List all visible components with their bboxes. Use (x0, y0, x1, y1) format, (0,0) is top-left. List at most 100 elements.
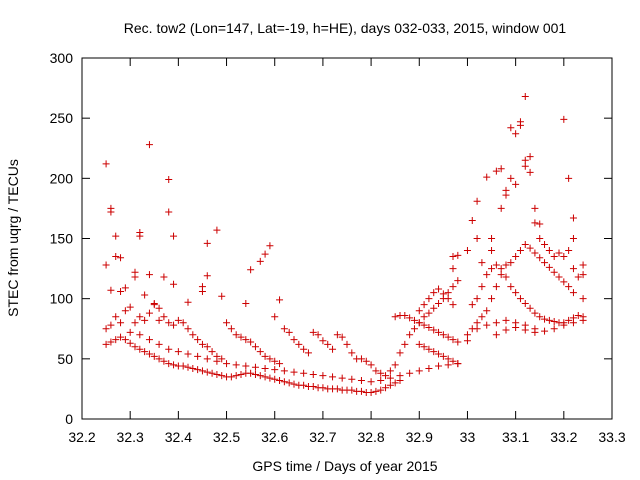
data-point (251, 363, 259, 371)
data-point (112, 336, 120, 344)
x-tick-label: 32.3 (117, 429, 144, 445)
data-point (145, 309, 153, 317)
data-point (198, 367, 206, 375)
data-point (150, 352, 158, 360)
data-point (160, 273, 168, 281)
data-point (502, 326, 510, 334)
data-point (516, 295, 524, 303)
data-point (425, 345, 433, 353)
data-point (444, 361, 452, 369)
data-point (435, 362, 443, 370)
data-point (420, 301, 428, 309)
x-tick-label: 33 (460, 429, 476, 445)
data-point (512, 180, 520, 188)
data-point (333, 385, 341, 393)
data-point (488, 265, 496, 273)
x-axis: 32.2 32.3 32.4 32.5 32.6 32.7 32.8 32.9 33 33.1 33… (68, 58, 626, 445)
data-point (454, 338, 462, 346)
data-point (386, 374, 394, 382)
data-point (560, 115, 568, 123)
data-point (521, 241, 529, 249)
data-point (569, 319, 577, 327)
data-point (468, 301, 476, 309)
data-point (165, 176, 173, 184)
data-point (536, 254, 544, 262)
data-point (579, 295, 587, 303)
data-point (338, 333, 346, 341)
data-point (102, 325, 110, 333)
data-point (343, 340, 351, 348)
data-point (521, 326, 529, 334)
data-point (107, 208, 115, 216)
data-point (213, 226, 221, 234)
data-point (141, 291, 149, 299)
data-point (266, 374, 274, 382)
data-point (454, 277, 462, 285)
data-point (449, 336, 457, 344)
data-point (492, 331, 500, 339)
data-point (121, 284, 129, 292)
x-tick-label: 32.2 (68, 429, 95, 445)
data-point (531, 249, 539, 257)
data-point (261, 373, 269, 381)
y-tick-label: 150 (50, 231, 74, 247)
data-point (117, 333, 125, 341)
data-point (160, 357, 168, 365)
data-point (198, 287, 206, 295)
data-point (232, 331, 240, 339)
data-point (184, 298, 192, 306)
data-point (160, 313, 168, 321)
data-point (396, 349, 404, 357)
data-point (565, 316, 573, 324)
data-point (324, 340, 332, 348)
data-point (319, 372, 327, 380)
data-point (329, 373, 337, 381)
data-point (136, 232, 144, 240)
data-point (512, 324, 520, 332)
data-point (261, 364, 269, 372)
data-point (145, 336, 153, 344)
data-point (507, 259, 515, 267)
data-point (439, 352, 447, 360)
data-point (304, 349, 312, 357)
data-point (242, 362, 250, 370)
data-point (430, 289, 438, 297)
data-point (126, 328, 134, 336)
data-point (569, 235, 577, 242)
data-point (497, 165, 505, 173)
data-point (430, 326, 438, 334)
data-point (136, 313, 144, 321)
data-point (189, 331, 197, 339)
data-point (117, 319, 125, 327)
data-point (102, 261, 110, 269)
data-point (203, 272, 211, 280)
data-point (266, 355, 274, 363)
data-point (276, 360, 284, 368)
data-point (174, 348, 182, 356)
data-point (203, 343, 211, 351)
data-point (141, 348, 149, 356)
data-point (131, 343, 139, 351)
data-point (184, 363, 192, 371)
data-point (170, 361, 178, 369)
data-point (136, 345, 144, 353)
data-point (454, 360, 462, 368)
data-point (526, 304, 534, 312)
data-point (420, 313, 428, 321)
data-point (483, 173, 491, 181)
data-point (223, 319, 231, 327)
data-point (237, 370, 245, 378)
y-tick-label: 300 (50, 50, 74, 66)
data-point (261, 352, 269, 360)
data-point (410, 316, 418, 324)
data-point (112, 313, 120, 321)
data-point (463, 337, 471, 345)
data-point (333, 331, 341, 339)
y-tick-label: 50 (57, 351, 73, 367)
data-point (247, 266, 255, 274)
data-point (473, 319, 481, 327)
data-point (512, 130, 520, 138)
data-point (550, 318, 558, 326)
data-point (536, 220, 544, 228)
data-point (545, 263, 553, 271)
